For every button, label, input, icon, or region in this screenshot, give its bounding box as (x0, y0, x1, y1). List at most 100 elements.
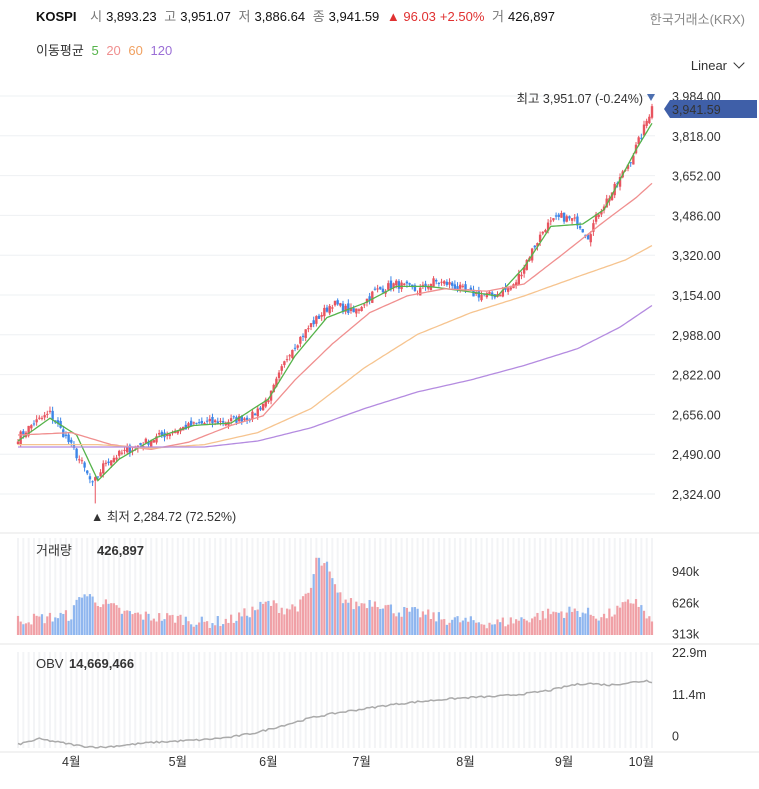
ma-20-legend[interactable]: 20 (106, 43, 121, 58)
volume-bar (232, 622, 235, 635)
candle-body (112, 457, 116, 462)
candle-body (448, 282, 451, 285)
volume-bar (317, 557, 321, 635)
candle-body (349, 307, 353, 311)
price-axis-label: 2,490.00 (672, 448, 721, 462)
candle-body (451, 282, 454, 286)
candle-body (419, 287, 422, 296)
volume-bar (227, 622, 230, 635)
volume-bar (22, 624, 25, 635)
obv-grid-stripe (96, 652, 99, 748)
obv-grid-stripe (32, 652, 35, 748)
volume-bar (203, 621, 206, 635)
volume-bar (190, 624, 193, 635)
obv-grid-stripe (539, 652, 542, 748)
volume-bar (629, 603, 632, 635)
obv-grid-stripe (619, 652, 622, 748)
month-axis-label: 6월 (259, 755, 277, 769)
obv-grid-stripe (528, 652, 531, 748)
obv-grid-stripe (320, 652, 323, 748)
volume-bar (320, 565, 323, 635)
volume-bar (88, 594, 92, 635)
volume-bar (648, 616, 651, 635)
ma-60-legend[interactable]: 60 (128, 43, 143, 58)
obv-grid-stripe (192, 652, 195, 748)
candle-body (392, 283, 395, 288)
candle-body (544, 229, 547, 233)
volume-grid-stripe (464, 538, 467, 635)
obv-grid-stripe (464, 652, 467, 748)
obv-grid-stripe (155, 652, 158, 748)
volume-bar (182, 624, 185, 635)
volume-grid-stripe (624, 538, 627, 635)
volume-bar (91, 596, 94, 635)
candle-body (520, 274, 523, 277)
candle-body (546, 222, 550, 231)
candle-body (91, 481, 94, 483)
obv-grid-stripe (166, 652, 169, 748)
volume-bar (96, 605, 100, 635)
volume-bar (160, 620, 163, 635)
obv-grid-stripe (160, 652, 163, 748)
candle-body (253, 413, 257, 416)
volume-bar (144, 611, 147, 635)
obv-grid-stripe (331, 652, 334, 748)
ma-120-legend[interactable]: 120 (150, 43, 173, 58)
obv-grid-stripe (565, 652, 568, 748)
volume-bar (533, 616, 536, 635)
volume-title: 거래량 (36, 543, 72, 558)
volume-grid-stripe (288, 538, 291, 635)
obv-grid-stripe (102, 652, 105, 748)
volume-bar (75, 599, 78, 635)
volume-grid-stripe (134, 538, 137, 635)
volume-bar (640, 605, 643, 635)
candle-body (357, 309, 361, 311)
volume-bar (224, 618, 227, 635)
volume-grid-stripe (230, 538, 233, 635)
volume-bar (368, 600, 371, 635)
volume-grid-stripe (64, 538, 67, 635)
obv-grid-stripe (507, 652, 510, 748)
change-percent: +2.50% (439, 9, 485, 24)
obv-grid-stripe (523, 652, 526, 748)
volume-bar (480, 624, 483, 635)
volume-bar (379, 608, 382, 635)
obv-grid-stripe (294, 652, 297, 748)
scale-selector[interactable]: Linear (691, 57, 745, 73)
volume-grid-stripe (459, 538, 462, 635)
obv-grid-stripe (134, 652, 137, 748)
volume-grid-stripe (107, 538, 110, 635)
volume-bar (43, 623, 46, 635)
volume-bar (435, 621, 438, 635)
ma-5-legend[interactable]: 5 (91, 43, 99, 58)
price-axis-label: 3,818.00 (672, 130, 721, 144)
volume-bar (267, 600, 270, 635)
candle-body (40, 417, 44, 419)
candle-body (43, 415, 46, 418)
month-axis-label: 8월 (456, 755, 474, 769)
candle-body (485, 293, 489, 298)
obv-grid-stripe (480, 652, 483, 748)
volume-grid-stripe (560, 538, 563, 635)
candle-body (538, 234, 542, 242)
volume-bar (523, 618, 526, 635)
candle-body (195, 422, 198, 424)
candle-body (118, 450, 121, 456)
volume-grid-stripe (592, 538, 595, 635)
volume-bar (581, 612, 584, 635)
volume-bar (586, 607, 590, 635)
volume-grid-stripe (411, 538, 414, 635)
candle-body (48, 410, 52, 412)
moving-average-120-line (18, 304, 653, 448)
volume-grid-stripe (565, 538, 568, 635)
volume-bar (128, 611, 131, 635)
volume-bar (275, 603, 278, 635)
obv-grid-stripe (208, 652, 211, 748)
candle-body (554, 215, 558, 217)
obv-grid-stripe (128, 652, 131, 748)
volume-bar (600, 617, 603, 635)
candle-body (626, 164, 630, 169)
candle-body (360, 306, 363, 311)
candle-body (650, 106, 654, 118)
